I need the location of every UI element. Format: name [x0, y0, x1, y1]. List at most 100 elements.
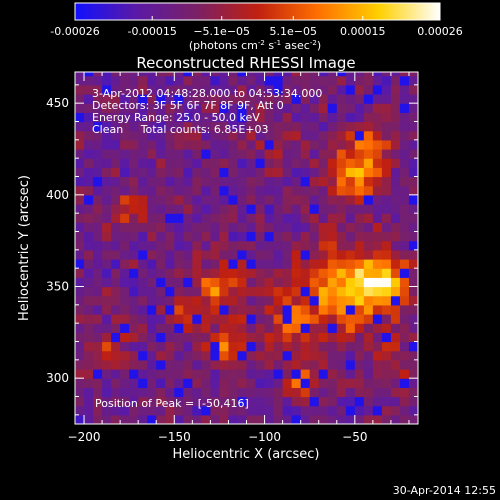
heatmap-image	[75, 72, 418, 424]
heatmap-cell	[165, 130, 175, 141]
heatmap-cell	[336, 350, 347, 361]
heatmap-cell	[282, 121, 293, 132]
heatmap-cell	[399, 414, 410, 424]
heatmap-cell	[120, 396, 130, 407]
heatmap-cell	[345, 121, 356, 132]
heatmap-cell	[390, 277, 401, 288]
heatmap-cell	[246, 94, 257, 104]
heatmap-cell	[264, 286, 275, 297]
heatmap-cell	[102, 240, 112, 251]
heatmap-cell	[408, 121, 418, 132]
heatmap-cell	[345, 378, 356, 388]
heatmap-cell	[354, 94, 365, 104]
heatmap-cell	[255, 314, 266, 324]
y-tick-label: 400	[46, 188, 69, 202]
colorbar-tick-label: 0.00015	[340, 25, 386, 38]
heatmap-cell	[111, 405, 121, 416]
heatmap-cell	[201, 213, 211, 223]
heatmap-cell	[345, 72, 356, 77]
heatmap-cell	[174, 84, 184, 95]
heatmap-cell	[246, 240, 257, 251]
heatmap-cell	[111, 378, 121, 388]
heatmap-cell	[156, 240, 166, 251]
heatmap-cell	[345, 204, 356, 214]
heatmap-cell	[192, 268, 202, 278]
heatmap-cell	[174, 222, 184, 233]
heatmap-cell	[165, 121, 175, 132]
heatmap-cell	[174, 72, 184, 77]
heatmap-cell	[282, 167, 293, 178]
heatmap-cell	[84, 84, 94, 95]
heatmap-cell	[354, 259, 365, 269]
heatmap-cell	[219, 359, 230, 370]
heatmap-cell	[210, 405, 221, 416]
heatmap-cell	[246, 378, 257, 388]
heatmap-cell	[174, 204, 184, 214]
heatmap-cell	[174, 332, 184, 343]
heatmap-cell	[318, 139, 329, 150]
colorbar-tick-label: 0.00026	[417, 25, 463, 38]
heatmap-cell	[111, 194, 121, 205]
heatmap-cell	[120, 194, 130, 205]
heatmap-cell	[399, 149, 410, 159]
heatmap-cell	[255, 204, 266, 214]
heatmap-cell	[93, 414, 103, 424]
heatmap-cell	[381, 405, 392, 416]
heatmap-cell	[327, 378, 338, 388]
heatmap-cell	[408, 149, 418, 159]
heatmap-cell	[291, 332, 302, 343]
heatmap-cell	[327, 414, 338, 424]
heatmap-cell	[120, 231, 130, 242]
x-axis-ticks	[83, 72, 410, 424]
heatmap-cell	[75, 213, 85, 223]
heatmap-cell	[165, 405, 175, 416]
heatmap-cell	[372, 405, 383, 416]
heatmap-cell	[273, 414, 284, 424]
heatmap-cell	[336, 295, 347, 306]
heatmap-cell	[102, 84, 112, 95]
heatmap-cell	[210, 94, 221, 104]
heatmap-cell	[165, 369, 175, 379]
heatmap-cell	[255, 350, 266, 361]
heatmap-cell	[201, 304, 211, 315]
heatmap-cell	[327, 249, 338, 260]
heatmap-cell	[408, 295, 418, 306]
heatmap-cell	[219, 378, 230, 388]
heatmap-cell	[120, 149, 130, 159]
heatmap-cell	[192, 259, 202, 269]
heatmap-cell	[354, 139, 365, 150]
heatmap-cell	[282, 414, 293, 424]
heatmap-cell	[273, 231, 284, 242]
heatmap-cell	[264, 359, 275, 370]
heatmap-cell	[318, 369, 329, 379]
heatmap-cell	[291, 185, 302, 196]
heatmap-cell	[102, 94, 112, 104]
heatmap-cell	[246, 350, 257, 361]
heatmap-cell	[192, 130, 202, 141]
heatmap-cell	[282, 350, 293, 361]
heatmap-cell	[237, 103, 248, 113]
heatmap-cell	[300, 286, 311, 297]
heatmap-cell	[84, 222, 94, 233]
heatmap-cell	[102, 304, 112, 315]
heatmap-cell	[237, 387, 248, 398]
heatmap-cell	[165, 268, 175, 278]
heatmap-cell	[264, 94, 275, 104]
heatmap-cell	[309, 314, 320, 324]
heatmap-cell	[192, 341, 202, 352]
heatmap-cell	[228, 112, 239, 123]
heatmap-cell	[129, 194, 139, 205]
heatmap-cell	[201, 167, 211, 178]
heatmap-cell	[147, 405, 157, 416]
heatmap-cell	[147, 167, 157, 178]
heatmap-cell	[174, 176, 184, 187]
heatmap-cell	[237, 323, 248, 333]
heatmap-cell	[174, 323, 184, 333]
heatmap-cell	[354, 396, 365, 407]
heatmap-cell	[210, 222, 221, 233]
heatmap-cell	[138, 222, 148, 233]
heatmap-cell	[381, 286, 392, 297]
heatmap-cell	[183, 222, 193, 233]
heatmap-cell	[93, 176, 103, 187]
heatmap-cell	[273, 222, 284, 233]
